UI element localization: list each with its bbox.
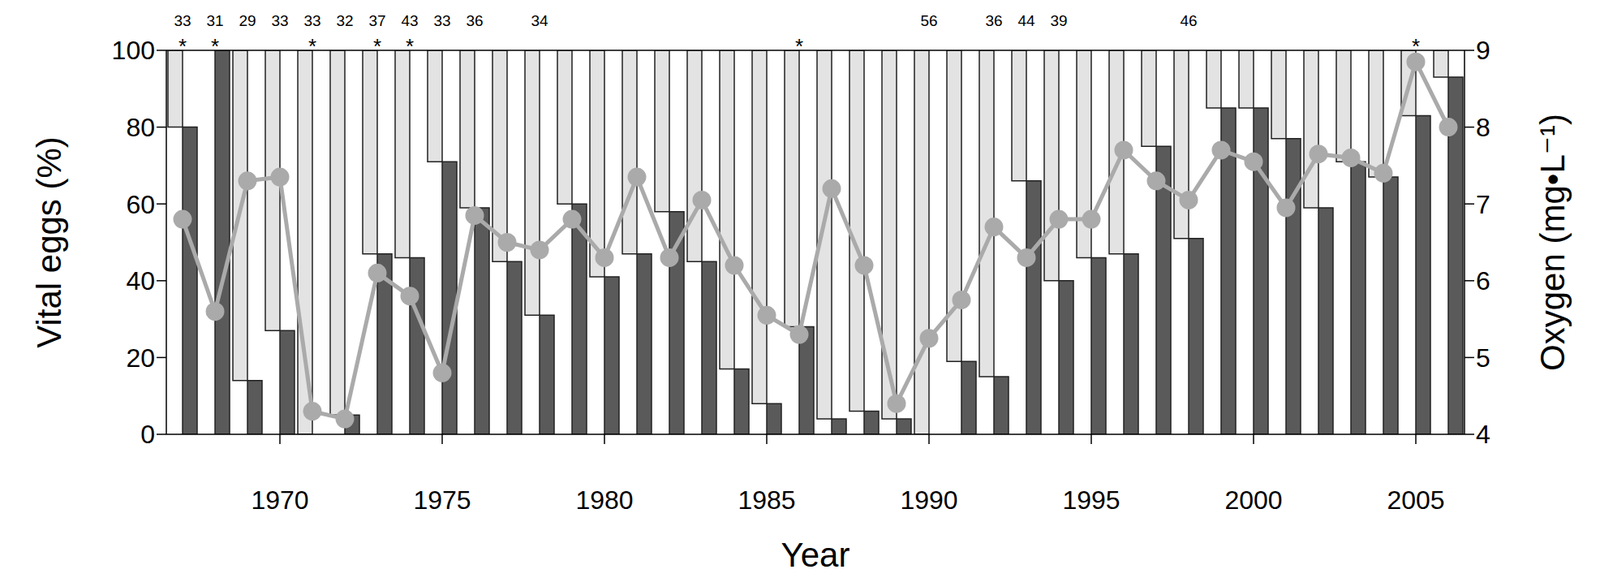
svg-text:33: 33 (270, 12, 289, 30)
svg-text:46: 46 (1179, 12, 1197, 30)
svg-text:39: 39 (1049, 12, 1067, 30)
svg-text:*: * (405, 34, 414, 59)
svg-text:*: * (795, 34, 804, 59)
svg-text:9: 9 (1475, 35, 1491, 65)
svg-text:Oxygen (mg•L⁻¹): Oxygen (mg•L⁻¹) (1533, 113, 1572, 371)
svg-text:*: * (308, 34, 317, 59)
svg-text:40: 40 (125, 266, 155, 296)
svg-text:33: 33 (173, 12, 191, 30)
svg-text:31: 31 (206, 12, 224, 30)
svg-text:43: 43 (400, 12, 418, 30)
svg-text:2000: 2000 (1224, 485, 1282, 515)
svg-text:34: 34 (530, 12, 549, 30)
svg-text:56: 56 (920, 12, 938, 30)
svg-text:0: 0 (140, 419, 155, 449)
svg-text:100: 100 (111, 35, 155, 65)
svg-text:80: 80 (125, 112, 155, 142)
svg-text:36: 36 (465, 12, 483, 30)
svg-text:36: 36 (984, 12, 1003, 30)
svg-text:4: 4 (1475, 419, 1491, 449)
svg-text:5: 5 (1475, 343, 1491, 373)
svg-text:33: 33 (303, 12, 321, 30)
svg-text:1990: 1990 (899, 485, 958, 515)
svg-text:1995: 1995 (1062, 485, 1120, 515)
svg-text:7: 7 (1475, 189, 1491, 220)
svg-text:Year: Year (781, 535, 851, 574)
svg-text:60: 60 (125, 189, 155, 220)
svg-text:20: 20 (125, 343, 155, 373)
svg-text:6: 6 (1475, 266, 1491, 296)
svg-text:33: 33 (433, 12, 451, 30)
svg-text:1985: 1985 (737, 485, 796, 515)
svg-text:*: * (1411, 34, 1420, 59)
svg-text:1975: 1975 (412, 485, 471, 515)
svg-text:37: 37 (368, 12, 386, 30)
svg-text:Vital eggs (%): Vital eggs (%) (30, 136, 69, 349)
svg-text:*: * (178, 34, 187, 59)
svg-text:44: 44 (1017, 12, 1036, 30)
svg-text:*: * (373, 34, 382, 59)
svg-text:1970: 1970 (250, 485, 309, 515)
svg-text:*: * (210, 34, 220, 59)
svg-text:1980: 1980 (575, 485, 633, 515)
svg-text:32: 32 (335, 12, 353, 30)
svg-text:8: 8 (1475, 112, 1491, 142)
svg-text:2005: 2005 (1386, 485, 1445, 515)
svg-text:29: 29 (238, 12, 256, 30)
